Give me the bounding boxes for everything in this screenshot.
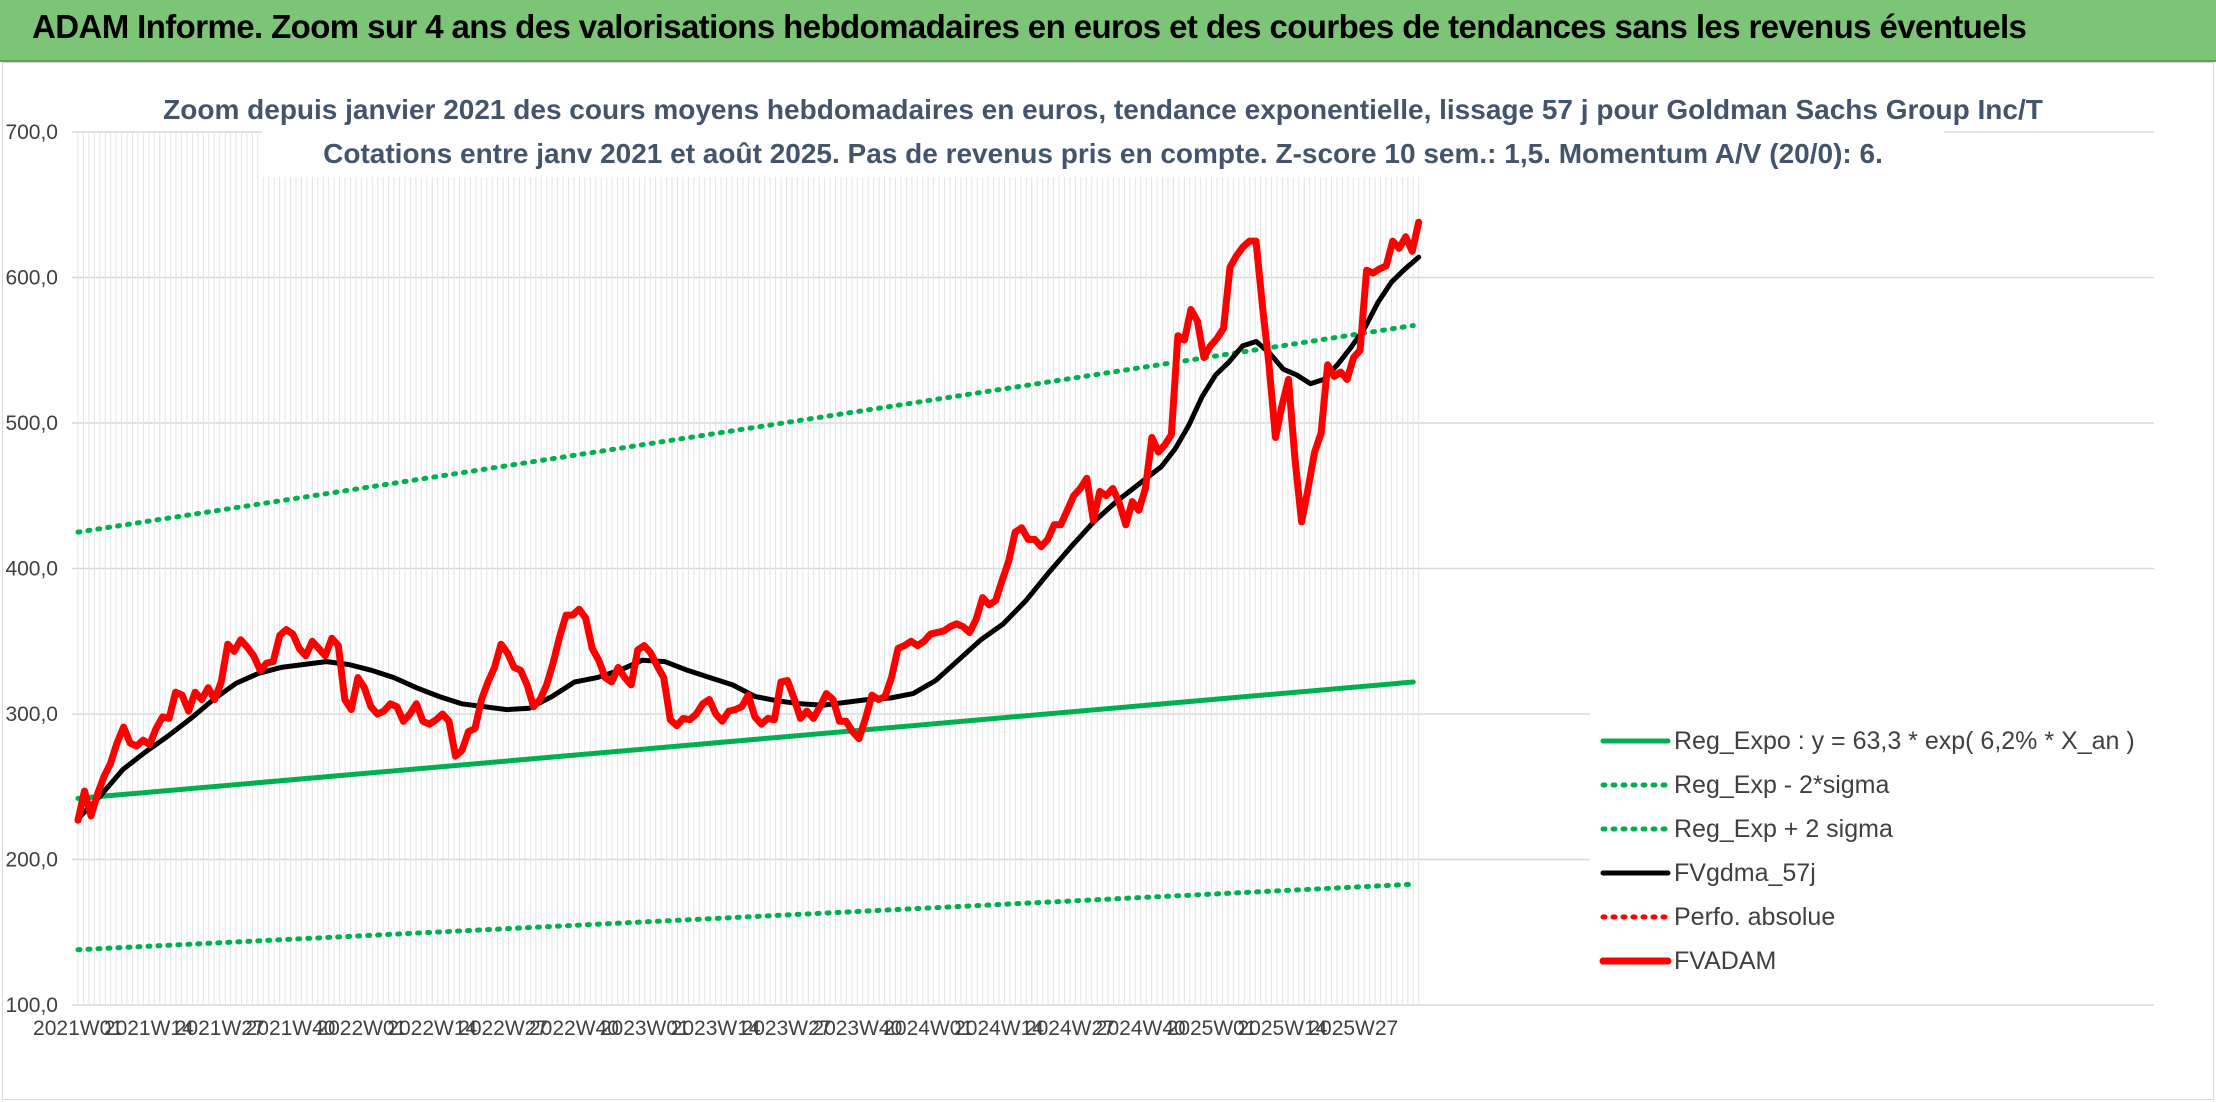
series-line-5 [74, 218, 1423, 824]
y-tick-label: 300,0 [5, 703, 58, 726]
x-tick-label: 2022W01 [316, 1017, 406, 1040]
x-tick-label: 2024W01 [883, 1017, 973, 1040]
y-tick-label: 100,0 [5, 994, 58, 1017]
y-axis-tick-labels: 100,0 200,0 300,0 400,0 500,0 600,0 700,0 [5, 121, 58, 1017]
x-tick-label: 2024W14 [954, 1017, 1044, 1040]
chart-title: Zoom depuis janvier 2021 des cours moyen… [163, 94, 2043, 125]
y-tick-label: 200,0 [5, 849, 58, 872]
x-axis-tick-labels: 2021W012021W142021W272021W402022W012022W… [33, 1017, 1398, 1040]
x-tick-label: 2022W27 [458, 1017, 548, 1040]
y-tick-label: 600,0 [5, 267, 58, 290]
report-title: ADAM Informe. Zoom sur 4 ans des valoris… [32, 8, 2027, 45]
x-tick-label: 2021W27 [175, 1017, 265, 1040]
series-lines [74, 218, 1423, 953]
legend-label: Reg_Expo : y = 63,3 * exp( 6,2% * X_an ) [1674, 727, 2135, 755]
series-line-1 [75, 881, 1416, 953]
x-tick-label: 2021W40 [246, 1017, 336, 1040]
y-tick-label: 700,0 [5, 121, 58, 144]
x-tick-label: 2023W40 [812, 1017, 902, 1040]
x-tick-label: 2023W01 [600, 1017, 690, 1040]
y-tick-label: 500,0 [5, 412, 58, 435]
y-tick-label: 400,0 [5, 558, 58, 581]
legend-label: FVADAM [1674, 947, 1776, 975]
chart-title-background [262, 85, 1944, 177]
chart-subtitle: Cotations entre janv 2021 et août 2025. … [323, 138, 1883, 169]
x-tick-label: 2021W01 [33, 1017, 123, 1040]
x-tick-label: 2024W27 [1025, 1017, 1115, 1040]
x-tick-label: 2021W14 [104, 1017, 194, 1040]
series-line-2 [75, 323, 1416, 535]
x-tick-label: 2022W14 [387, 1017, 477, 1040]
legend-label: Reg_Exp + 2 sigma [1674, 815, 1893, 843]
x-tick-label: 2023W27 [742, 1017, 832, 1040]
legend-label: FVgdma_57j [1674, 859, 1816, 887]
x-tick-label: 2023W14 [671, 1017, 761, 1040]
legend-background [1590, 712, 2170, 978]
x-tick-label: 2022W40 [529, 1017, 619, 1040]
x-tick-label: 2025W27 [1308, 1017, 1398, 1040]
legend: Reg_Expo : y = 63,3 * exp( 6,2% * X_an )… [1599, 727, 2135, 975]
x-tick-label: 2024W40 [1096, 1017, 1186, 1040]
series-line-0 [75, 679, 1416, 801]
legend-label: Perfo. absolue [1674, 903, 1835, 931]
report-banner: ADAM Informe. Zoom sur 4 ans des valoris… [0, 0, 2216, 62]
x-tick-label: 2025W14 [1237, 1017, 1327, 1040]
x-tick-label: 2025W01 [1167, 1017, 1257, 1040]
legend-label: Reg_Exp - 2*sigma [1674, 771, 1889, 799]
